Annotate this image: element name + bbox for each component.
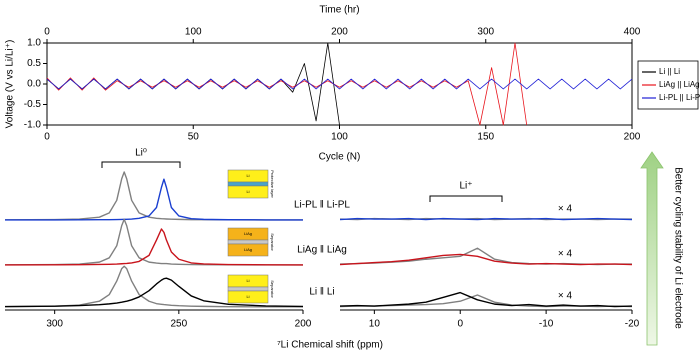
peak-annotation: Li⁺ [459,181,472,192]
inset-electrode [227,243,269,257]
y-tick-label: -0.5 [24,99,42,110]
voltage-line [46,78,633,90]
y-tick-label: -1.0 [24,120,42,131]
inset-label: Separator [270,280,275,298]
x-tick-label: 10 [369,319,381,330]
scale-note: × 4 [558,249,573,260]
spectrum [4,228,304,266]
x-tick-label: 0 [457,319,463,330]
x-tick-label: 100 [331,132,348,143]
row-label: LiAg ‖ LiAg [297,245,347,256]
x-axis-title: ⁷Li Chemical shift (ppm) [277,340,383,351]
peak-annotation: Li⁰ [135,148,147,159]
spectrum [4,277,304,308]
inset-label: Protective layer [270,170,275,198]
x-tick-label: 200 [295,319,312,330]
spectrum [339,291,633,308]
inset-label: Li [246,278,249,283]
inset-electrode [227,185,269,199]
inset-label: LiAg [244,247,252,252]
x-tick-label: 150 [477,132,494,143]
spectrum [339,253,633,266]
scale-note: × 4 [558,204,573,215]
x-tick-label: 50 [188,132,200,143]
row-label: Li-PL ‖ Li-PL [294,200,350,211]
spectrum [4,218,304,266]
bracket [429,195,503,202]
row-label: Li ‖ Li [309,287,334,298]
spectrum [4,265,304,308]
inset-label: Li [246,173,249,178]
arrow-label: Better cycling stability of Li electrode [672,167,683,329]
legend-label: LiAg || LiAg [659,80,700,89]
x-tick-label: -20 [625,319,640,330]
x2-axis-title: Time (hr) [319,5,359,16]
inset-label: Separator [270,233,275,251]
inset-label: Li [246,294,249,299]
x-tick-label: 300 [46,319,63,330]
spectrum [4,171,304,221]
trend-arrow [640,151,664,346]
spectrum [339,217,633,221]
y-axis-title: Voltage (V vs Li/Li⁺) [5,40,16,129]
inset-middle-layer [227,286,269,292]
x2-tick-label: 100 [185,27,202,38]
x2-tick-label: 200 [331,27,348,38]
inset-middle-layer [227,181,269,187]
x2-tick-label: 0 [44,27,50,38]
inset-label: Li [246,189,249,194]
inset-middle-layer [227,239,269,245]
y-tick-label: 1.0 [27,38,41,49]
y-tick-label: 0.0 [27,79,41,90]
x-tick-label: 200 [624,132,641,143]
spectrum [339,294,633,308]
legend-label: Li || Li [659,67,680,76]
spectrum [4,178,304,221]
x-tick-label: -10 [539,319,554,330]
x2-tick-label: 300 [477,27,494,38]
x2-tick-label: 400 [624,27,641,38]
inset-electrode [227,290,269,304]
y-tick-label: 0.5 [27,58,41,69]
inset-label: LiAg [244,231,252,236]
x-tick-label: 250 [170,319,187,330]
x-tick-label: 0 [44,132,50,143]
bracket [101,161,181,168]
legend-label: Li-PL || Li-PL [659,93,700,102]
x-axis-title: Cycle (N) [319,152,361,163]
scale-note: × 4 [558,291,573,302]
